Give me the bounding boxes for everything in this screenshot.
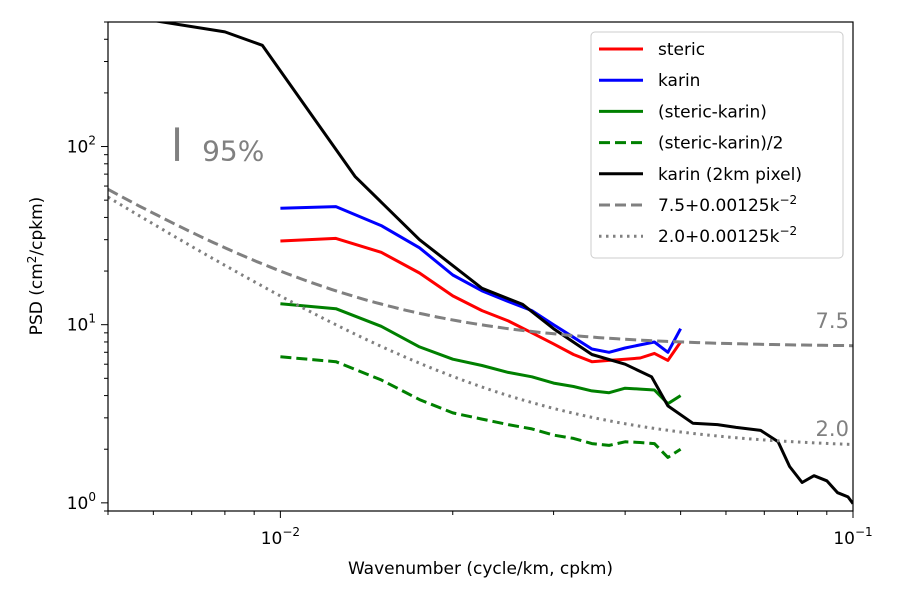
legend-label-4: karin (2km pixel) [658,165,802,185]
legend-label-2: (steric-karin) [658,102,767,122]
legend-label-0: steric [658,40,705,60]
y-axis-label: PSD (cm2/cpkm) [25,197,47,336]
plot-frame [107,21,854,512]
x-axis-label: Wavenumber (cycle/km, cpkm) [348,559,613,579]
legend-label-6: 2.0+0.00125k−2 [658,224,797,247]
series-line-6 [108,195,853,446]
legend-box [590,31,844,259]
series-line-5 [108,187,853,348]
annotation-level20: 2.0 [816,417,849,441]
legend-label-1: karin [658,71,700,91]
x-tick-label-1: 10−1 [833,525,872,549]
series-line-1 [280,205,682,354]
y-tick-label-1: 101 [67,312,96,336]
legend-label-5: 7.5+0.00125k−2 [658,193,797,216]
series-line-3 [280,355,682,459]
legend-label-3: (steric-karin)/2 [658,134,783,154]
annotation-level75: 7.5 [816,309,849,333]
series-line-2 [280,302,682,406]
series-line-4 [153,22,853,505]
annotation-ci: 95% [202,134,264,167]
series-line-0 [280,236,682,364]
y-tick-label-2: 102 [67,134,96,158]
y-axis-label-sup: 2 [25,256,39,264]
y-tick-label-0: 100 [67,490,96,514]
x-tick-label-0: 10−2 [261,525,300,549]
